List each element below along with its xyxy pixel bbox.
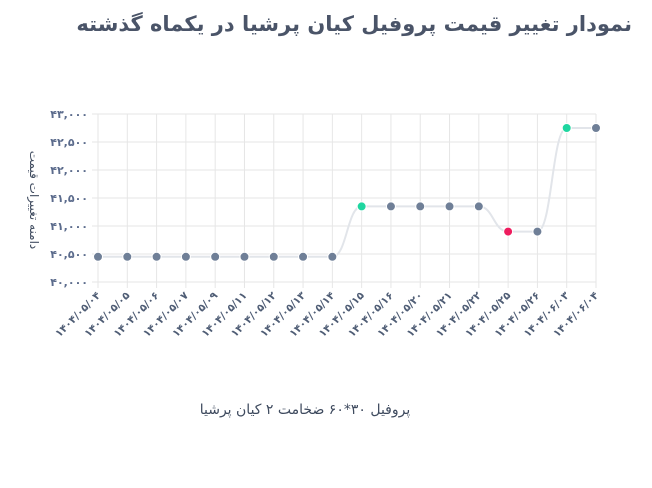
data-point-same[interactable] — [93, 251, 103, 262]
data-point-up[interactable] — [561, 123, 572, 133]
y-tick-label: ۴۰,۵۰۰ — [50, 248, 88, 261]
data-point-same[interactable] — [385, 201, 396, 212]
data-points — [93, 123, 601, 262]
y-tick-label: ۴۲,۰۰۰ — [50, 164, 88, 177]
data-point-same[interactable] — [122, 251, 133, 262]
y-axis-title: دامنه تغییرات قیمت — [26, 151, 41, 250]
data-point-same[interactable] — [415, 201, 426, 212]
data-point-same[interactable] — [444, 201, 455, 212]
chart-title: نمودار تغییر قیمت پروفیل کیان پرشیا در ی… — [76, 12, 632, 36]
x-axis-title: پروفیل ۳۰*۶۰ ضخامت ۲ کیان پرشیا — [200, 402, 411, 418]
x-axis-ticks: ۱۴۰۴/۰۵/۰۴۱۴۰۴/۰۵/۰۵۱۴۰۴/۰۵/۰۶۱۴۰۴/۰۵/۰۷… — [53, 289, 602, 340]
y-axis-ticks: ۴۰,۰۰۰ ۴۰,۵۰۰ ۴۱,۰۰۰ ۴۱,۵۰۰ ۴۲,۰۰۰ ۴۲,۵۰۰ ۴۳,۰… — [50, 108, 88, 289]
data-point-same[interactable] — [180, 251, 191, 262]
data-point-same[interactable] — [210, 251, 221, 262]
y-tick-label: ۴۳,۰۰۰ — [50, 108, 88, 121]
data-point-down[interactable] — [503, 226, 514, 237]
data-point-same[interactable] — [532, 226, 543, 237]
y-tick-label: ۴۲,۵۰۰ — [50, 136, 88, 149]
data-point-up[interactable] — [356, 201, 367, 212]
y-tick-label: ۴۱,۰۰۰ — [50, 220, 88, 233]
grid-lines — [92, 113, 597, 288]
data-point-same[interactable] — [268, 251, 279, 262]
data-point-same[interactable] — [327, 251, 338, 262]
data-point-same[interactable] — [473, 201, 484, 212]
data-point-same[interactable] — [591, 123, 601, 133]
y-tick-label: ۴۰,۰۰۰ — [50, 276, 88, 289]
data-point-same[interactable] — [239, 251, 250, 262]
y-tick-label: ۴۱,۵۰۰ — [50, 192, 88, 205]
series-line — [97, 126, 596, 258]
data-point-same[interactable] — [151, 251, 162, 262]
data-point-same[interactable] — [298, 251, 309, 262]
